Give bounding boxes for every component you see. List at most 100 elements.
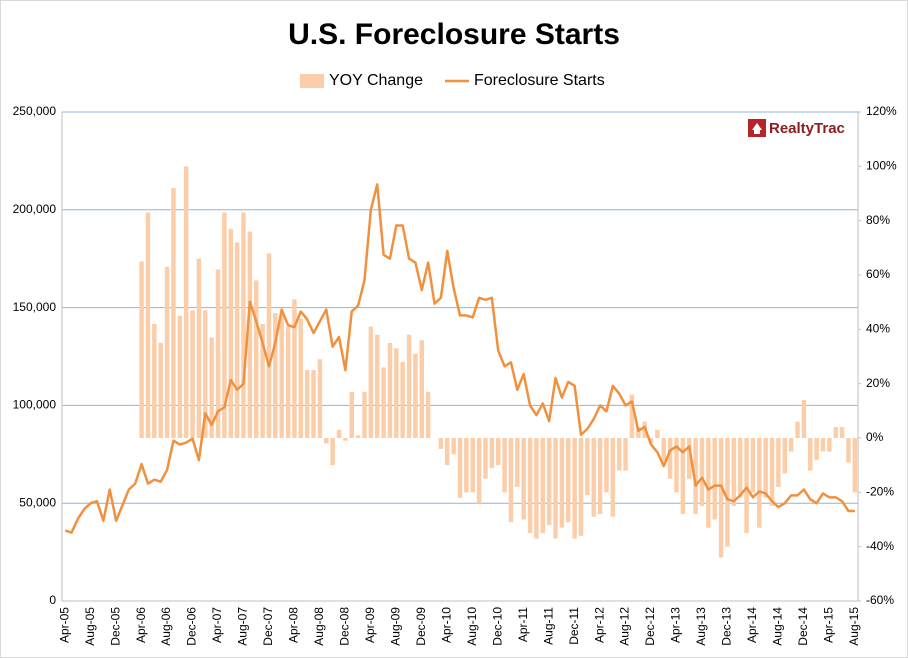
bar <box>559 438 565 528</box>
bar <box>317 359 323 438</box>
bar <box>234 242 240 438</box>
bar <box>445 438 450 466</box>
x-tick-label: Dec-14 <box>796 607 810 646</box>
bar <box>706 438 711 528</box>
bar <box>687 438 692 479</box>
y-tick-label: 50,000 <box>19 495 56 509</box>
x-tick-label: Aug-12 <box>618 607 632 646</box>
x-tick-label: Aug-10 <box>465 607 479 646</box>
bar <box>260 323 265 438</box>
x-tick-label: Dec-11 <box>567 607 581 645</box>
bar <box>457 438 463 498</box>
bar <box>190 310 195 438</box>
x-tick-label: Dec-06 <box>185 607 199 646</box>
x-tick-label: Aug-13 <box>694 607 708 646</box>
bar <box>476 438 482 504</box>
x-tick-label: Aug-11 <box>541 607 555 645</box>
bar <box>164 266 170 438</box>
bar <box>381 367 386 438</box>
bar <box>152 323 157 438</box>
bar <box>451 438 456 455</box>
legend-label: Foreclosure Starts <box>474 72 605 89</box>
x-tick-label: Apr-11 <box>516 607 530 642</box>
bar <box>578 438 584 536</box>
bar <box>355 435 361 438</box>
bar <box>648 438 654 444</box>
x-tick-label: Apr-15 <box>822 607 836 643</box>
bar <box>795 421 800 438</box>
bar <box>782 438 787 474</box>
bar <box>827 438 832 452</box>
bar <box>406 334 412 438</box>
bar <box>489 438 495 468</box>
bar-series <box>139 166 858 558</box>
bar <box>680 438 686 515</box>
bar <box>820 438 826 452</box>
bar <box>145 212 151 438</box>
bar <box>629 394 635 438</box>
x-tick-label: Dec-07 <box>261 607 275 646</box>
y2-tick-label: -40% <box>866 539 894 553</box>
bar <box>349 391 354 438</box>
bar <box>833 427 838 438</box>
y2-tick-label: -60% <box>866 593 894 607</box>
bar <box>515 438 520 487</box>
bar <box>292 299 297 438</box>
logo-text: RealtyTrac <box>769 120 845 137</box>
bar <box>222 212 227 438</box>
bar <box>540 438 546 534</box>
bar <box>757 438 762 528</box>
bar <box>253 280 259 438</box>
bar <box>171 188 176 438</box>
bar <box>623 438 628 471</box>
bar <box>273 313 278 438</box>
x-tick-label: Aug-15 <box>847 607 861 646</box>
x-tick-label: Dec-09 <box>414 607 428 646</box>
y2-tick-label: 120% <box>866 104 897 118</box>
bar <box>610 438 616 517</box>
bar <box>737 438 743 498</box>
bar <box>419 340 425 438</box>
x-tick-label: Apr-13 <box>669 607 683 643</box>
bar <box>846 438 851 463</box>
bar <box>839 427 845 438</box>
bar <box>788 438 794 452</box>
y2-tick-label: 100% <box>866 159 897 173</box>
bar <box>712 438 717 520</box>
bar <box>311 370 316 438</box>
y-tick-label: 250,000 <box>13 104 57 118</box>
legend-swatch <box>300 74 324 88</box>
bar <box>139 261 144 438</box>
x-tick-label: Dec-10 <box>490 607 504 646</box>
x-tick-label: Dec-12 <box>643 607 657 646</box>
bar <box>604 438 609 493</box>
bar <box>298 318 304 438</box>
bar <box>776 438 781 487</box>
bar <box>572 438 577 539</box>
bar <box>597 438 603 515</box>
bar <box>330 438 335 466</box>
y2-tick-label: -20% <box>866 485 894 499</box>
x-tick-label: Apr-12 <box>592 607 606 643</box>
y2-tick-label: 20% <box>866 376 890 390</box>
bar <box>808 438 813 471</box>
bar <box>209 337 214 438</box>
bar <box>304 370 310 438</box>
x-tick-label: Aug-05 <box>83 607 97 646</box>
x-tick-label: Aug-08 <box>312 607 326 646</box>
bar <box>566 438 571 523</box>
logo: RealtyTrac <box>748 119 845 137</box>
bar <box>667 438 673 479</box>
legend-label: YOY Change <box>329 72 423 89</box>
bar <box>413 353 418 438</box>
x-tick-label: Apr-10 <box>439 607 453 643</box>
x-tick-label: Apr-07 <box>210 607 224 643</box>
y2-tick-label: 40% <box>866 322 890 336</box>
bar <box>534 438 539 539</box>
bar <box>585 438 590 496</box>
bar <box>324 438 329 444</box>
bar <box>203 310 208 438</box>
bar <box>241 212 246 438</box>
